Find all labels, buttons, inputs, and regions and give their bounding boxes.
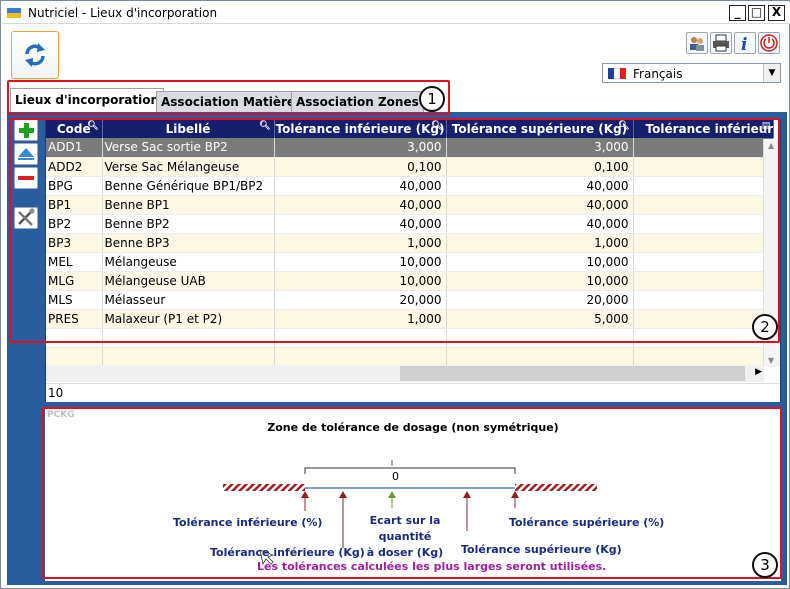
refresh-arrows-icon — [25, 43, 45, 67]
move-up-button[interactable] — [14, 143, 38, 165]
language-select[interactable]: Français ▼ — [602, 63, 781, 83]
table-row[interactable]: ADD1 Verse Sac sortie BP2 3,000 3,000 — [46, 138, 775, 158]
column-header-code[interactable]: Code 🔍︎ — [46, 120, 103, 138]
table-row[interactable]: MLG Mélangeuse UAB 10,000 10,000 — [46, 271, 775, 291]
table-row[interactable]: BPG Benne Générique BP1/BP2 40,000 40,000 — [46, 176, 775, 196]
empty-row — [46, 347, 775, 367]
table-row[interactable]: BP2 Benne BP2 40,000 40,000 — [46, 214, 775, 234]
printer-icon — [713, 34, 729, 52]
scrollbar-thumb[interactable] — [400, 366, 745, 381]
scroll-right-icon[interactable]: ▶ — [755, 367, 762, 377]
power-button[interactable] — [758, 32, 780, 54]
column-header-tol-sup[interactable]: Tolérance supérieure (Kg) 🔍︎ — [446, 120, 634, 138]
title-bar[interactable]: Nutriciel - Lieux d'incorporation _ □ X — [2, 2, 790, 24]
language-selected: Français — [633, 67, 683, 81]
label-ecart-line2: quantité — [378, 530, 432, 543]
callout-1: 1 — [419, 86, 445, 112]
close-button[interactable]: X — [768, 5, 785, 21]
table-row[interactable]: PRES Malaxeur (P1 et P2) 1,000 5,000 — [46, 309, 775, 329]
horizontal-scrollbar[interactable]: ▶ — [46, 365, 764, 382]
tab-association-matieres[interactable]: Association Matières — [156, 91, 308, 112]
diagram-note: Les tolérances calculées les plus larges… — [257, 560, 607, 573]
print-button[interactable] — [710, 32, 732, 54]
table-row[interactable]: BP1 Benne BP1 40,000 40,000 — [46, 195, 775, 215]
chevron-down-icon[interactable]: ▼ — [763, 64, 780, 82]
tolerance-scale-drawing: 0 — [223, 460, 597, 566]
callout-box-grid — [9, 118, 780, 343]
tab-association-zones[interactable]: Association Zones — [291, 91, 424, 112]
vertical-scrollbar[interactable]: ▲ ▼ — [763, 139, 780, 367]
users-icon — [690, 37, 704, 51]
french-flag-icon — [608, 68, 626, 79]
callout-box-diagram — [42, 407, 782, 579]
column-header-tol-inf[interactable]: Tolérance inférieure (Kg) 🔍︎ — [274, 120, 447, 138]
plus-icon — [19, 123, 34, 138]
arrow-up-icon — [18, 148, 34, 160]
label-tol-inf-pct: Tolérance inférieure (%) — [173, 516, 323, 529]
table-row[interactable]: MLS Mélasseur 20,000 20,000 — [46, 290, 775, 310]
minus-icon — [18, 176, 34, 180]
callout-box-tabs — [7, 80, 450, 115]
column-menu-icon[interactable]: ▤ — [761, 121, 771, 131]
label-ecart-line1: Ecart sur la — [369, 514, 441, 527]
maximize-button[interactable]: □ — [748, 5, 765, 21]
label-tol-sup-pct: Tolérance supérieure (%) — [509, 516, 665, 529]
search-icon[interactable]: 🔍︎ — [259, 121, 271, 131]
power-icon — [760, 34, 778, 52]
remove-row-button[interactable] — [14, 167, 38, 189]
label-ecart-line3: à doser (Kg) — [366, 546, 444, 559]
row-count-footer: 10 — [46, 383, 780, 402]
search-icon[interactable]: 🔍︎ — [431, 121, 443, 131]
center-value: 0 — [392, 470, 399, 483]
data-table: Code 🔍︎ Libellé 🔍︎ Tolérance inférieure (K… — [46, 120, 775, 367]
table-header-row: Code 🔍︎ Libellé 🔍︎ Tolérance inférieure (K… — [46, 120, 775, 138]
callout-3: 3 — [752, 552, 778, 578]
diagram-watermark: PCKG — [47, 410, 75, 420]
window-title: Nutriciel - Lieux d'incorporation — [28, 6, 218, 20]
svg-text:i: i — [741, 35, 747, 53]
app-icon — [7, 8, 21, 18]
table-row[interactable]: ADD2 Verse Sac Mélangeuse 0,100 0,100 — [46, 157, 775, 177]
tools-icon — [18, 208, 35, 226]
tools-button[interactable] — [14, 207, 38, 229]
scroll-down-icon[interactable]: ▼ — [768, 356, 775, 365]
upper-out-of-tolerance-zone — [515, 484, 597, 491]
incorporation-grid: Code 🔍︎ Libellé 🔍︎ Tolérance inférieure (K… — [45, 119, 781, 402]
lower-out-of-tolerance-zone — [223, 484, 305, 491]
tolerance-diagram: PCKG Zone de tolérance de dosage (non sy… — [45, 408, 781, 581]
search-icon[interactable]: 🔍︎ — [87, 121, 99, 131]
table-row[interactable]: MEL Mélangeuse 10,000 10,000 — [46, 252, 775, 272]
row-count: 10 — [48, 386, 64, 400]
scroll-up-icon[interactable]: ▲ — [768, 141, 775, 150]
refresh-button[interactable] — [11, 31, 59, 79]
info-icon: i — [741, 35, 747, 55]
column-header-tol-inf-2[interactable]: Tolérance inférieur ▤ — [633, 120, 775, 138]
mouse-cursor-icon — [259, 549, 275, 566]
column-header-libelle[interactable]: Libellé 🔍︎ — [102, 120, 275, 138]
minimize-button[interactable]: _ — [729, 5, 746, 21]
diagram-title: Zone de tolérance de dosage (non symétri… — [267, 421, 559, 434]
users-button[interactable] — [686, 32, 708, 54]
label-tol-inf-kg: Tolérance inférieure (Kg) — [210, 546, 365, 559]
table-row[interactable]: BP3 Benne BP3 1,000 1,000 — [46, 233, 775, 253]
search-icon[interactable]: 🔍︎ — [618, 121, 630, 131]
callout-2: 2 — [752, 314, 778, 340]
label-tol-sup-kg: Tolérance supérieure (Kg) — [461, 543, 622, 556]
info-button[interactable]: i — [734, 32, 756, 55]
